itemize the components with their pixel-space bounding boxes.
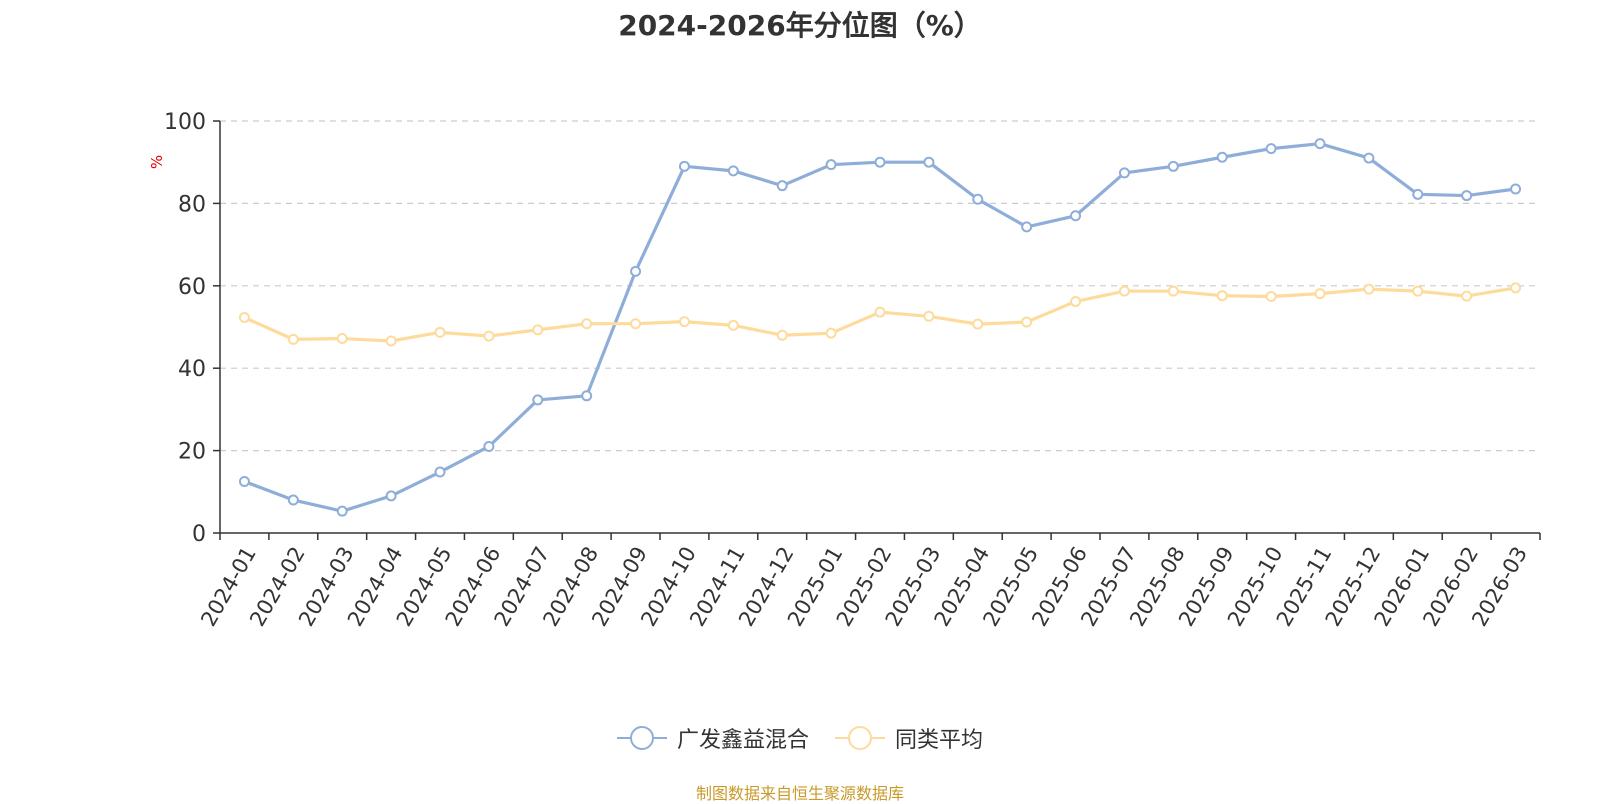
data-point-0 xyxy=(678,160,690,172)
legend-marker-fund-icon xyxy=(616,726,667,750)
legend-item-average[interactable]: 同类平均 xyxy=(835,722,983,754)
data-point-0 xyxy=(874,156,886,168)
data-point-1 xyxy=(1265,291,1277,303)
data-point-1 xyxy=(1314,288,1326,300)
data-point-1 xyxy=(972,318,984,330)
y-tick-label: 40 xyxy=(178,357,206,382)
data-point-1 xyxy=(238,312,250,324)
data-point-0 xyxy=(923,156,935,168)
legend: 广发鑫益混合 同类平均 xyxy=(0,722,1600,754)
data-point-1 xyxy=(874,306,886,318)
legend-label-fund: 广发鑫益混合 xyxy=(676,728,809,753)
data-point-1 xyxy=(287,333,299,345)
data-point-1 xyxy=(1510,282,1522,294)
data-point-0 xyxy=(1461,190,1473,202)
data-point-1 xyxy=(678,316,690,328)
data-point-0 xyxy=(1216,151,1228,163)
data-point-0 xyxy=(1070,210,1082,222)
data-point-1 xyxy=(1021,316,1033,328)
data-point-1 xyxy=(923,310,935,322)
data-point-0 xyxy=(287,494,299,506)
data-point-1 xyxy=(1216,290,1228,302)
data-point-1 xyxy=(1070,295,1082,307)
data-point-0 xyxy=(630,265,642,277)
y-tick-label: 0 xyxy=(192,522,206,547)
legend-marker-average-icon xyxy=(835,726,885,750)
y-tick-label: 80 xyxy=(178,192,206,217)
data-point-0 xyxy=(1118,167,1130,179)
data-point-1 xyxy=(1412,285,1424,297)
data-point-0 xyxy=(825,159,837,171)
data-point-1 xyxy=(385,335,397,347)
data-point-1 xyxy=(581,318,593,330)
y-tick-label: 20 xyxy=(178,440,206,465)
data-point-0 xyxy=(1510,183,1522,195)
legend-item-fund[interactable]: 广发鑫益混合 xyxy=(616,722,809,754)
data-point-1 xyxy=(336,333,348,345)
data-point-1 xyxy=(434,326,446,338)
y-tick-label: 60 xyxy=(178,275,206,300)
data-point-1 xyxy=(1363,283,1375,295)
data-point-0 xyxy=(385,490,397,502)
y-axis-label: % xyxy=(148,155,166,169)
data-point-0 xyxy=(483,440,495,452)
data-point-0 xyxy=(434,466,446,478)
data-point-0 xyxy=(727,165,739,177)
legend-label-average: 同类平均 xyxy=(895,728,984,753)
data-point-0 xyxy=(1265,143,1277,155)
gridlines xyxy=(220,120,1540,452)
data-source-note: 制图数据来自恒生聚源数据库 xyxy=(695,784,904,803)
data-point-1 xyxy=(776,329,788,341)
chart-title: 2024-2026年分位图（%） xyxy=(618,9,982,42)
data-point-1 xyxy=(483,330,495,342)
data-point-0 xyxy=(1363,152,1375,164)
data-point-0 xyxy=(776,180,788,192)
y-tick-label: 100 xyxy=(164,110,206,135)
data-point-0 xyxy=(1412,188,1424,200)
axes: 0204060801002024-012024-022024-032024-04… xyxy=(164,110,1541,630)
data-point-0 xyxy=(532,394,544,406)
data-point-0 xyxy=(1021,221,1033,233)
data-point-1 xyxy=(532,324,544,336)
data-point-0 xyxy=(238,476,250,487)
series-lines xyxy=(238,138,1522,517)
data-point-0 xyxy=(1314,138,1326,150)
data-point-1 xyxy=(630,318,642,330)
data-point-1 xyxy=(1167,285,1179,297)
data-point-0 xyxy=(972,193,984,205)
data-point-0 xyxy=(581,390,593,402)
data-point-1 xyxy=(727,319,739,331)
series-line-0 xyxy=(243,142,1516,513)
data-point-0 xyxy=(1167,160,1179,172)
data-point-1 xyxy=(1118,285,1130,297)
data-point-1 xyxy=(825,327,837,339)
data-point-0 xyxy=(336,505,348,517)
data-point-1 xyxy=(1461,290,1473,302)
